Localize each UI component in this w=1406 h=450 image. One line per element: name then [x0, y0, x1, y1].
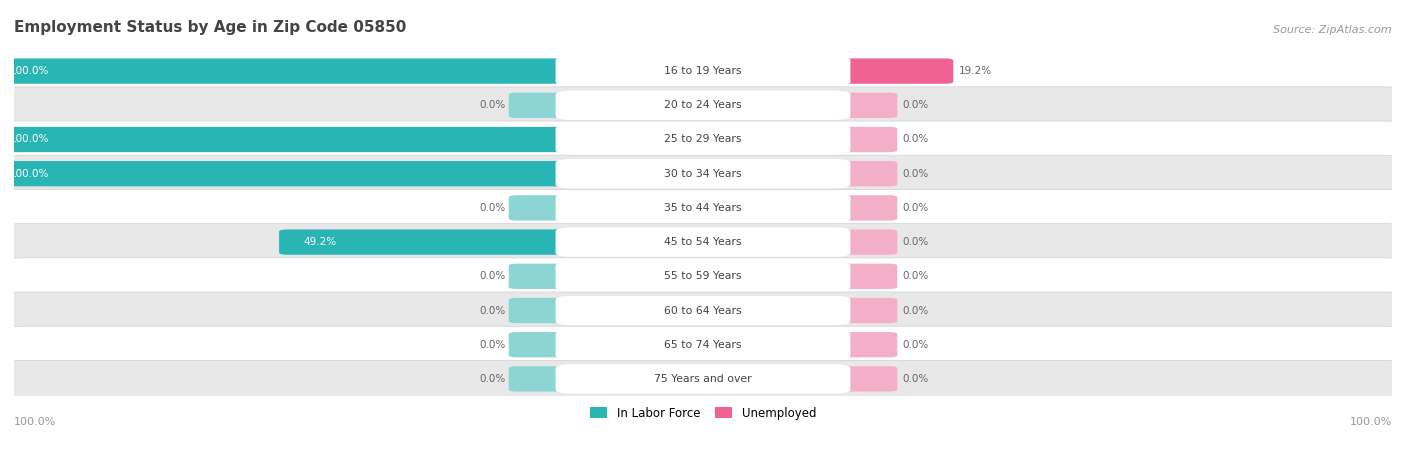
FancyBboxPatch shape: [555, 90, 851, 120]
Text: 100.0%: 100.0%: [10, 169, 49, 179]
Text: 0.0%: 0.0%: [903, 237, 929, 247]
FancyBboxPatch shape: [825, 298, 897, 323]
FancyBboxPatch shape: [0, 127, 581, 152]
Text: 75 Years and over: 75 Years and over: [654, 374, 752, 384]
Text: 100.0%: 100.0%: [10, 66, 49, 76]
FancyBboxPatch shape: [555, 159, 851, 189]
Text: 49.2%: 49.2%: [304, 237, 337, 247]
Text: Employment Status by Age in Zip Code 05850: Employment Status by Age in Zip Code 058…: [14, 20, 406, 35]
FancyBboxPatch shape: [0, 161, 581, 186]
FancyBboxPatch shape: [4, 258, 1402, 295]
FancyBboxPatch shape: [4, 292, 1402, 329]
FancyBboxPatch shape: [4, 189, 1402, 226]
Text: 30 to 34 Years: 30 to 34 Years: [664, 169, 742, 179]
Text: 0.0%: 0.0%: [903, 135, 929, 144]
Text: Source: ZipAtlas.com: Source: ZipAtlas.com: [1274, 25, 1392, 35]
FancyBboxPatch shape: [825, 230, 897, 255]
Text: 55 to 59 Years: 55 to 59 Years: [664, 271, 742, 281]
Text: 0.0%: 0.0%: [903, 203, 929, 213]
Text: 0.0%: 0.0%: [903, 340, 929, 350]
FancyBboxPatch shape: [4, 87, 1402, 124]
FancyBboxPatch shape: [825, 127, 897, 152]
FancyBboxPatch shape: [825, 332, 897, 357]
Text: 0.0%: 0.0%: [903, 306, 929, 315]
Text: 16 to 19 Years: 16 to 19 Years: [664, 66, 742, 76]
Text: 65 to 74 Years: 65 to 74 Years: [664, 340, 742, 350]
FancyBboxPatch shape: [555, 227, 851, 257]
Text: 0.0%: 0.0%: [479, 271, 506, 281]
FancyBboxPatch shape: [4, 224, 1402, 261]
Text: 0.0%: 0.0%: [479, 306, 506, 315]
FancyBboxPatch shape: [825, 161, 897, 186]
Text: 25 to 29 Years: 25 to 29 Years: [664, 135, 742, 144]
FancyBboxPatch shape: [4, 326, 1402, 363]
Text: 19.2%: 19.2%: [959, 66, 991, 76]
FancyBboxPatch shape: [0, 58, 581, 84]
FancyBboxPatch shape: [825, 58, 953, 84]
Text: 0.0%: 0.0%: [903, 271, 929, 281]
FancyBboxPatch shape: [555, 125, 851, 154]
Text: 100.0%: 100.0%: [10, 135, 49, 144]
Legend: In Labor Force, Unemployed: In Labor Force, Unemployed: [585, 402, 821, 424]
Text: 100.0%: 100.0%: [1350, 417, 1392, 427]
FancyBboxPatch shape: [4, 53, 1402, 90]
FancyBboxPatch shape: [825, 366, 897, 392]
FancyBboxPatch shape: [4, 360, 1402, 397]
Text: 20 to 24 Years: 20 to 24 Years: [664, 100, 742, 110]
Text: 0.0%: 0.0%: [903, 374, 929, 384]
FancyBboxPatch shape: [825, 195, 897, 220]
Text: 0.0%: 0.0%: [479, 100, 506, 110]
FancyBboxPatch shape: [555, 56, 851, 86]
FancyBboxPatch shape: [509, 366, 581, 392]
FancyBboxPatch shape: [825, 93, 897, 118]
FancyBboxPatch shape: [509, 298, 581, 323]
FancyBboxPatch shape: [509, 332, 581, 357]
Text: 0.0%: 0.0%: [479, 203, 506, 213]
FancyBboxPatch shape: [555, 261, 851, 291]
FancyBboxPatch shape: [555, 364, 851, 394]
FancyBboxPatch shape: [280, 230, 581, 255]
Text: 60 to 64 Years: 60 to 64 Years: [664, 306, 742, 315]
Text: 0.0%: 0.0%: [479, 374, 506, 384]
Text: 0.0%: 0.0%: [903, 169, 929, 179]
Text: 100.0%: 100.0%: [14, 417, 56, 427]
FancyBboxPatch shape: [509, 93, 581, 118]
FancyBboxPatch shape: [509, 264, 581, 289]
FancyBboxPatch shape: [825, 264, 897, 289]
FancyBboxPatch shape: [555, 330, 851, 360]
FancyBboxPatch shape: [4, 155, 1402, 192]
Text: 35 to 44 Years: 35 to 44 Years: [664, 203, 742, 213]
Text: 0.0%: 0.0%: [903, 100, 929, 110]
Text: 45 to 54 Years: 45 to 54 Years: [664, 237, 742, 247]
FancyBboxPatch shape: [555, 296, 851, 325]
Text: 0.0%: 0.0%: [479, 340, 506, 350]
FancyBboxPatch shape: [555, 193, 851, 223]
FancyBboxPatch shape: [509, 195, 581, 220]
FancyBboxPatch shape: [4, 121, 1402, 158]
